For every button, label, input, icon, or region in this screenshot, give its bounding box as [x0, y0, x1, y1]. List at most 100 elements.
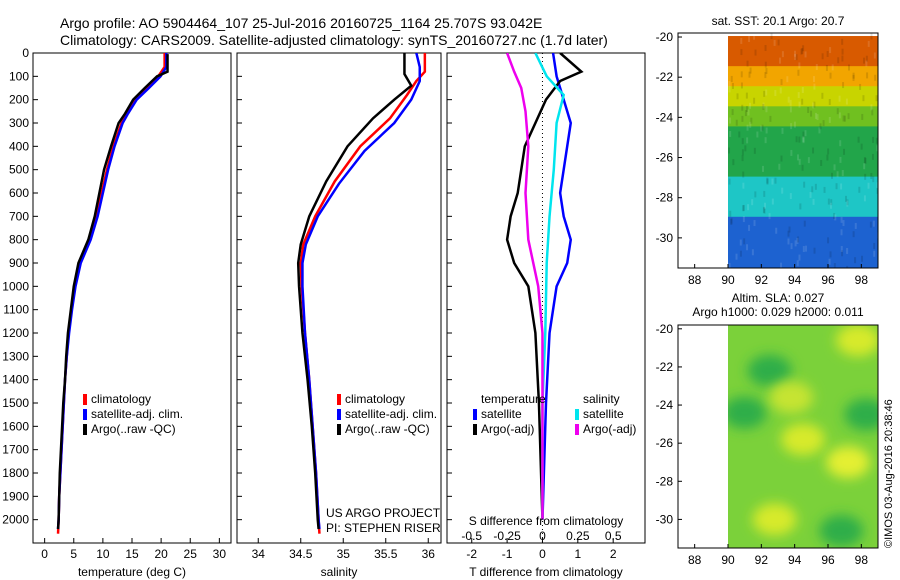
sst-texture — [764, 202, 767, 209]
sla-blob-4 — [769, 381, 814, 414]
sst-texture — [762, 165, 765, 172]
sst-texture — [816, 114, 819, 121]
sla-xtick-label: 92 — [755, 553, 769, 567]
sst-texture — [773, 39, 776, 46]
sst-texture — [764, 72, 767, 79]
sst-texture — [812, 102, 815, 109]
sst-texture — [768, 213, 771, 220]
sla-blob-3 — [781, 423, 825, 456]
sla-axes — [677, 324, 879, 549]
difference-legend-label: Argo(-adj) — [481, 422, 534, 436]
sst-texture — [763, 190, 766, 197]
sst-texture — [797, 236, 800, 243]
sst-texture — [852, 74, 855, 81]
sst-texture — [796, 260, 799, 267]
sst-texture — [812, 147, 815, 154]
sst-texture — [751, 199, 754, 206]
sst-texture — [834, 214, 837, 221]
sla-ytick-label: -30 — [656, 512, 674, 526]
sst-texture — [875, 95, 878, 102]
sst-texture — [779, 87, 782, 94]
salinity-legend-swatch — [337, 409, 341, 420]
sst-texture — [730, 219, 733, 226]
sst-texture — [827, 148, 830, 155]
sst-texture — [854, 222, 857, 229]
sst-texture — [857, 136, 860, 143]
sst-texture — [839, 140, 842, 147]
sst-texture — [777, 39, 780, 46]
sst-texture — [790, 149, 793, 156]
sst-texture — [794, 54, 797, 61]
sst-texture — [739, 250, 742, 257]
sst-texture — [803, 220, 806, 227]
sst-texture — [753, 97, 756, 104]
sst-texture — [833, 263, 836, 268]
sst-texture — [830, 172, 833, 179]
sst-xtick-label: 96 — [821, 273, 835, 287]
temperature-ytick-label: 1900 — [2, 489, 29, 503]
temperature-xtick-label: 20 — [154, 547, 168, 561]
sla-ytick-label: -24 — [656, 398, 674, 412]
sst-texture — [754, 49, 757, 56]
difference-s-tick-label: -0.25 — [493, 529, 521, 543]
difference-legend-swatch — [575, 424, 579, 435]
sst-texture — [742, 205, 745, 212]
sla-blob-2 — [728, 396, 767, 429]
temperature-ytick-label: 1500 — [2, 396, 29, 410]
sla-xtick-label: 88 — [688, 553, 702, 567]
sst-texture — [814, 183, 817, 190]
sst-texture — [841, 48, 844, 55]
temperature-ytick-label: 200 — [9, 93, 29, 107]
sst-texture — [838, 95, 841, 102]
sst-texture — [735, 119, 738, 126]
sst-texture — [836, 108, 839, 115]
sst-texture — [736, 93, 739, 100]
header-line-1: Argo profile: AO 5904464_107 25-Jul-2016… — [60, 15, 542, 31]
sst-texture — [841, 55, 844, 62]
temperature-axes — [32, 52, 232, 544]
sst-texture — [861, 255, 864, 262]
sst-texture — [813, 83, 816, 90]
sst-texture — [798, 254, 801, 261]
sst-texture — [826, 50, 829, 57]
sst-texture — [867, 40, 870, 47]
sst-texture — [753, 147, 756, 154]
sst-texture — [780, 155, 783, 162]
sst-ytick-label: -22 — [656, 70, 674, 84]
sst-texture — [788, 226, 791, 233]
salinity-legend-label: climatology — [345, 392, 405, 406]
sst-texture — [840, 245, 843, 252]
sst-texture — [801, 48, 804, 55]
sst-texture — [728, 262, 731, 268]
sst-texture — [765, 89, 768, 96]
sst-texture — [753, 33, 756, 40]
sla-ytick-label: -28 — [656, 474, 674, 488]
sst-texture — [833, 164, 836, 171]
sst-texture — [798, 62, 801, 69]
sst-texture — [827, 237, 830, 244]
sst-texture — [793, 121, 796, 128]
sst-texture — [774, 90, 777, 97]
sla-title-1: Altim. SLA: 0.027 — [732, 291, 825, 305]
salinity-series-1 — [301, 53, 421, 530]
sst-texture — [860, 143, 863, 150]
difference-legend-label: Argo(-adj) — [583, 422, 636, 436]
sst-texture — [862, 95, 865, 102]
sla-xtick-label: 94 — [788, 553, 802, 567]
sst-texture — [798, 136, 801, 143]
sst-texture — [826, 154, 829, 161]
sst-texture — [797, 69, 800, 76]
sst-texture — [731, 82, 734, 89]
panels: 0 5 10 15 20 25 300100200300400500600700800900… — [2, 14, 879, 579]
sst-texture — [730, 217, 733, 224]
salinity-legend-label: Argo(..raw -QC) — [345, 422, 430, 436]
temperature-ytick-label: 400 — [9, 139, 29, 153]
sst-texture — [819, 123, 822, 130]
sst-texture — [800, 48, 803, 55]
sst-texture — [840, 216, 843, 223]
sst-texture — [745, 105, 748, 112]
sst-texture — [741, 104, 744, 111]
difference-xtick-label: -2 — [466, 547, 477, 561]
sst-texture — [769, 115, 772, 122]
temperature-ytick-label: 1700 — [2, 443, 29, 457]
